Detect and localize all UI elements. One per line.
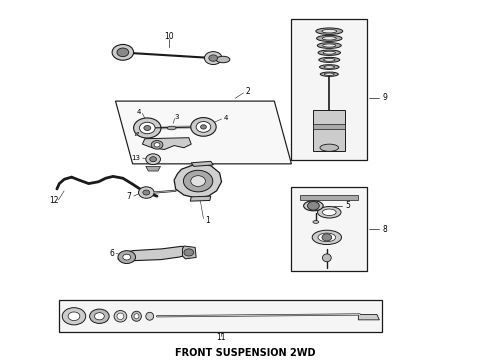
Circle shape <box>139 187 154 198</box>
Ellipse shape <box>134 314 139 319</box>
Bar <box>300 195 358 200</box>
Polygon shape <box>118 246 191 262</box>
Text: 1: 1 <box>205 216 210 225</box>
Circle shape <box>95 313 104 320</box>
Ellipse shape <box>318 50 341 55</box>
Text: 3: 3 <box>174 114 179 120</box>
Circle shape <box>134 118 161 138</box>
Ellipse shape <box>117 313 124 319</box>
Polygon shape <box>116 101 292 164</box>
Ellipse shape <box>324 73 334 75</box>
Circle shape <box>308 202 319 210</box>
Circle shape <box>68 312 80 320</box>
Circle shape <box>196 122 211 132</box>
Text: 12: 12 <box>49 196 58 205</box>
Bar <box>314 124 345 129</box>
Circle shape <box>191 176 205 186</box>
Ellipse shape <box>313 221 319 224</box>
Text: 4: 4 <box>136 109 141 115</box>
Circle shape <box>112 44 134 60</box>
Text: 13: 13 <box>131 155 140 161</box>
Polygon shape <box>143 138 191 149</box>
Bar <box>314 110 345 151</box>
Ellipse shape <box>323 58 335 61</box>
Ellipse shape <box>320 144 339 151</box>
Circle shape <box>144 126 151 131</box>
Circle shape <box>90 309 109 323</box>
Ellipse shape <box>319 65 339 69</box>
Ellipse shape <box>312 230 342 244</box>
Ellipse shape <box>318 42 341 48</box>
Polygon shape <box>358 315 379 320</box>
Polygon shape <box>191 161 213 166</box>
Circle shape <box>140 122 155 134</box>
Circle shape <box>209 55 218 61</box>
Bar <box>59 300 382 332</box>
Text: 9: 9 <box>383 93 388 102</box>
Circle shape <box>200 125 206 129</box>
Circle shape <box>62 308 86 325</box>
Circle shape <box>191 118 216 136</box>
Ellipse shape <box>320 72 338 76</box>
Ellipse shape <box>322 30 337 33</box>
Ellipse shape <box>323 44 336 47</box>
Polygon shape <box>174 164 221 198</box>
Circle shape <box>150 157 157 162</box>
Ellipse shape <box>322 37 336 40</box>
Circle shape <box>118 251 136 264</box>
Text: 4: 4 <box>223 115 228 121</box>
Polygon shape <box>135 132 139 135</box>
Text: 10: 10 <box>165 32 174 41</box>
Ellipse shape <box>322 254 331 262</box>
Circle shape <box>146 154 160 165</box>
Text: FRONT SUSPENSION 2WD: FRONT SUSPENSION 2WD <box>175 348 315 358</box>
Ellipse shape <box>324 66 335 68</box>
Text: 8: 8 <box>383 225 388 234</box>
Text: 2: 2 <box>245 86 250 95</box>
Ellipse shape <box>322 209 336 216</box>
Circle shape <box>143 190 150 195</box>
Ellipse shape <box>146 312 154 320</box>
Text: 7: 7 <box>127 192 132 201</box>
Text: 6: 6 <box>109 249 114 258</box>
Text: 11: 11 <box>216 333 225 342</box>
Circle shape <box>117 48 129 57</box>
Polygon shape <box>146 166 160 171</box>
Circle shape <box>322 234 332 241</box>
Bar <box>292 187 367 271</box>
Circle shape <box>154 143 160 147</box>
Polygon shape <box>182 246 196 259</box>
Text: 5: 5 <box>345 201 350 210</box>
Ellipse shape <box>167 126 176 130</box>
Circle shape <box>204 51 222 64</box>
Ellipse shape <box>323 51 336 54</box>
Circle shape <box>123 254 131 260</box>
Circle shape <box>184 249 194 256</box>
Ellipse shape <box>316 28 343 35</box>
Ellipse shape <box>317 35 342 41</box>
Ellipse shape <box>304 201 323 211</box>
Circle shape <box>151 140 163 149</box>
Ellipse shape <box>132 311 142 321</box>
Ellipse shape <box>216 56 230 63</box>
Polygon shape <box>190 196 211 201</box>
Bar <box>292 19 367 160</box>
Ellipse shape <box>114 311 127 322</box>
Circle shape <box>183 170 213 192</box>
Ellipse shape <box>318 207 341 218</box>
Ellipse shape <box>319 57 340 62</box>
Ellipse shape <box>318 233 336 242</box>
